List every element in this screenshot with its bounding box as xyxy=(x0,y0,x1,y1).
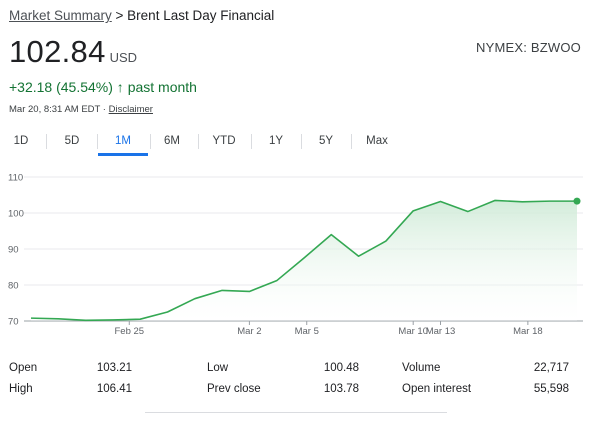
tab-5d[interactable]: 5D xyxy=(64,135,80,147)
data-point xyxy=(494,199,497,202)
stat-label: Prev close xyxy=(207,383,261,395)
timestamp-text: Mar 20, 8:31 AM EDT · xyxy=(9,104,109,115)
data-point xyxy=(248,290,251,293)
stat-label: Volume xyxy=(402,362,441,374)
arrow-up-icon: ↑ xyxy=(116,79,124,95)
data-point xyxy=(221,289,224,292)
stat-value: 106.41 xyxy=(96,383,132,395)
stat-label: Open xyxy=(9,362,38,374)
y-tick-label: 100 xyxy=(8,209,24,220)
y-tick-label: 80 xyxy=(8,281,19,292)
data-point xyxy=(139,318,142,321)
breadcrumb-market-summary-link[interactable]: Market Summary xyxy=(9,8,112,23)
tab-divider xyxy=(251,134,252,149)
y-tick-label: 110 xyxy=(8,173,23,184)
x-tick-label: Mar 10 xyxy=(398,326,428,337)
data-point xyxy=(357,255,360,258)
timestamp: Mar 20, 8:31 AM EDT · Disclaimer xyxy=(9,104,153,115)
stat-value: 103.78 xyxy=(323,383,359,395)
data-point xyxy=(84,319,87,322)
x-tick-label: Mar 2 xyxy=(237,326,261,337)
stat-label: Low xyxy=(207,362,229,374)
data-point xyxy=(330,233,333,236)
data-point xyxy=(548,200,551,203)
x-tick-label: Mar 5 xyxy=(295,326,319,337)
stat-prev-close: Prev close 103.78 xyxy=(207,379,359,400)
disclaimer-link[interactable]: Disclaimer xyxy=(108,104,153,115)
breadcrumb-separator: > xyxy=(111,8,128,23)
data-point xyxy=(439,200,442,203)
section-divider xyxy=(145,412,447,413)
tab-divider xyxy=(46,134,47,149)
stat-value: 22,717 xyxy=(533,362,569,374)
stat-high: High 106.41 xyxy=(9,379,132,400)
stats-column-2: Low 100.48 Prev close 103.78 xyxy=(207,358,359,400)
price-row: 102.84 USD xyxy=(9,34,137,70)
y-tick-label: 90 xyxy=(8,245,19,256)
data-point xyxy=(166,311,169,314)
tab-5y[interactable]: 5Y xyxy=(318,135,334,147)
change-value: +32.18 (45.54%) xyxy=(9,79,113,95)
tab-divider xyxy=(198,134,199,149)
tab-divider xyxy=(97,134,98,149)
tab-1m[interactable]: 1M xyxy=(98,128,148,156)
data-point xyxy=(303,257,306,260)
price-change: +32.18 (45.54%) ↑ past month xyxy=(9,79,197,95)
data-point xyxy=(275,279,278,282)
stat-open-interest: Open interest 55,598 xyxy=(402,379,569,400)
data-point xyxy=(521,200,524,203)
stat-volume: Volume 22,717 xyxy=(402,358,569,379)
price-area-fill xyxy=(31,200,577,321)
breadcrumb: Market Summary > Brent Last Day Financia… xyxy=(9,8,274,23)
x-tick-label: Mar 13 xyxy=(426,326,456,337)
tab-divider xyxy=(351,134,352,149)
x-tick-label: Feb 25 xyxy=(114,326,144,337)
change-period: past month xyxy=(127,79,197,95)
stat-low: Low 100.48 xyxy=(207,358,359,379)
stat-value: 100.48 xyxy=(323,362,359,374)
tab-6m[interactable]: 6M xyxy=(164,135,180,147)
tab-1d[interactable]: 1D xyxy=(13,135,29,147)
stat-value: 103.21 xyxy=(96,362,132,374)
price-line xyxy=(30,199,577,322)
tab-ytd[interactable]: YTD xyxy=(212,135,236,147)
y-tick-label: 70 xyxy=(8,317,19,328)
tab-1y[interactable]: 1Y xyxy=(268,135,284,147)
stat-label: High xyxy=(9,383,33,395)
data-point xyxy=(412,209,415,212)
exchange-symbol: NYMEX: BZWOO xyxy=(476,40,581,55)
stats-column-1: Open 103.21 High 106.41 xyxy=(9,358,132,400)
data-point xyxy=(111,318,114,321)
tab-max[interactable]: Max xyxy=(366,135,388,147)
stat-value: 55,598 xyxy=(533,383,569,395)
tab-divider xyxy=(150,134,151,149)
last-price-dot xyxy=(573,197,581,205)
tab-divider xyxy=(301,134,302,149)
current-price: 102.84 xyxy=(9,34,106,69)
currency-label: USD xyxy=(109,50,138,65)
data-point xyxy=(57,317,60,320)
data-point xyxy=(193,297,196,300)
stat-label: Open interest xyxy=(402,383,472,395)
data-point xyxy=(384,240,387,243)
x-tick-label: Mar 18 xyxy=(513,326,543,337)
stat-open: Open 103.21 xyxy=(9,358,132,379)
data-point xyxy=(466,210,469,213)
breadcrumb-current: Brent Last Day Financial xyxy=(127,8,275,23)
stats-column-3: Volume 22,717 Open interest 55,598 xyxy=(402,358,569,400)
data-point xyxy=(30,317,33,320)
